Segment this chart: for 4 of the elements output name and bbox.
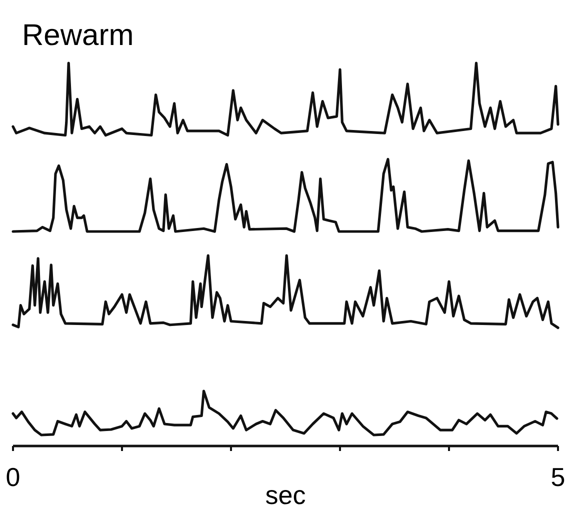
x-tick-label: 5: [550, 462, 566, 492]
x-axis-title: sec: [265, 480, 306, 510]
chart-title: Rewarm: [22, 19, 134, 52]
x-tick-label: 0: [6, 462, 20, 492]
